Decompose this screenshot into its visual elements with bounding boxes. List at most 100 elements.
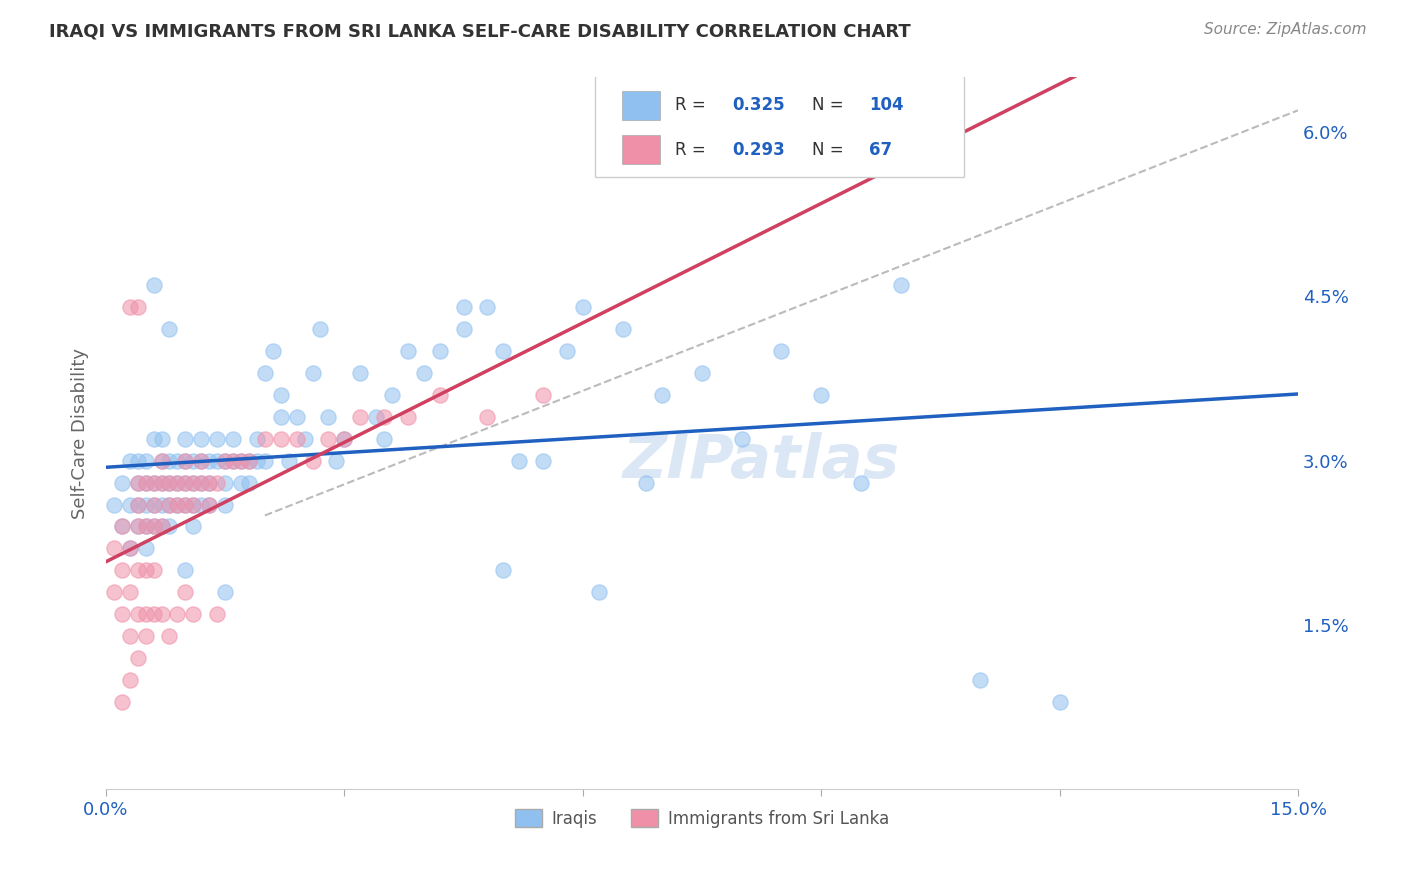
Point (492, 563, 515, 577)
Point (366, 409, 388, 424)
Point (150, 475, 173, 490)
Point (333, 432, 356, 446)
Point (135, 541, 157, 556)
Point (205, 432, 228, 446)
Point (810, 388, 832, 402)
Point (142, 475, 165, 490)
Point (111, 519, 134, 533)
Point (159, 475, 181, 490)
Point (571, 301, 593, 315)
Point (159, 629, 181, 643)
Point (118, 453, 141, 467)
Point (142, 475, 165, 490)
Point (270, 432, 292, 446)
Point (253, 432, 276, 446)
Text: IRAQI VS IMMIGRANTS FROM SRI LANKA SELF-CARE DISABILITY CORRELATION CHART: IRAQI VS IMMIGRANTS FROM SRI LANKA SELF-… (49, 22, 911, 40)
Point (396, 409, 419, 424)
Point (246, 453, 269, 467)
Point (238, 453, 260, 467)
Point (270, 409, 292, 424)
Point (103, 541, 125, 556)
Point (238, 453, 260, 467)
Point (198, 475, 221, 490)
Point (770, 344, 793, 359)
Text: N =: N = (811, 141, 849, 159)
Point (127, 475, 149, 490)
Point (150, 607, 173, 621)
Point (118, 585, 141, 599)
Point (198, 453, 221, 467)
Point (262, 344, 284, 359)
Point (174, 563, 197, 577)
Text: 67: 67 (869, 141, 891, 159)
Point (150, 519, 173, 533)
Point (166, 475, 188, 490)
Point (174, 498, 197, 512)
Point (1049, 695, 1071, 709)
Text: 0.293: 0.293 (731, 141, 785, 159)
Point (205, 453, 228, 467)
Text: R =: R = (675, 141, 710, 159)
Point (270, 388, 292, 402)
Point (174, 475, 197, 490)
Point (246, 432, 269, 446)
Point (333, 432, 356, 446)
Point (135, 607, 157, 621)
Text: R =: R = (675, 96, 710, 114)
Point (127, 498, 149, 512)
Point (222, 453, 245, 467)
Point (205, 475, 228, 490)
Point (118, 673, 141, 687)
Point (349, 366, 371, 380)
Point (285, 432, 308, 446)
Point (477, 409, 499, 424)
Point (222, 453, 245, 467)
Point (849, 475, 872, 490)
Point (142, 607, 165, 621)
Point (531, 388, 554, 402)
Point (731, 432, 754, 446)
Point (111, 607, 134, 621)
Point (150, 475, 173, 490)
Point (150, 453, 173, 467)
Point (183, 498, 205, 512)
Point (174, 453, 197, 467)
Point (453, 322, 475, 336)
Point (214, 585, 236, 599)
Point (198, 498, 221, 512)
Point (214, 453, 236, 467)
Point (166, 453, 188, 467)
Point (318, 432, 340, 446)
Point (205, 607, 228, 621)
Point (373, 432, 395, 446)
Legend: Iraqis, Immigrants from Sri Lanka: Iraqis, Immigrants from Sri Lanka (509, 803, 896, 834)
Point (588, 585, 610, 599)
Point (118, 541, 141, 556)
Point (159, 475, 181, 490)
Point (135, 475, 157, 490)
Point (127, 519, 149, 533)
Point (214, 498, 236, 512)
Point (183, 607, 205, 621)
Point (198, 475, 221, 490)
Point (127, 475, 149, 490)
Point (118, 301, 141, 315)
Point (285, 409, 308, 424)
Point (477, 301, 499, 315)
Point (127, 563, 149, 577)
Point (690, 366, 713, 380)
Point (238, 475, 260, 490)
Point (229, 453, 252, 467)
Point (183, 475, 205, 490)
Point (127, 301, 149, 315)
Point (190, 475, 212, 490)
Point (159, 498, 181, 512)
Point (127, 453, 149, 467)
Point (174, 453, 197, 467)
Point (118, 629, 141, 643)
Point (190, 475, 212, 490)
Text: 104: 104 (869, 96, 904, 114)
Point (612, 322, 634, 336)
Point (159, 322, 181, 336)
Point (429, 344, 451, 359)
